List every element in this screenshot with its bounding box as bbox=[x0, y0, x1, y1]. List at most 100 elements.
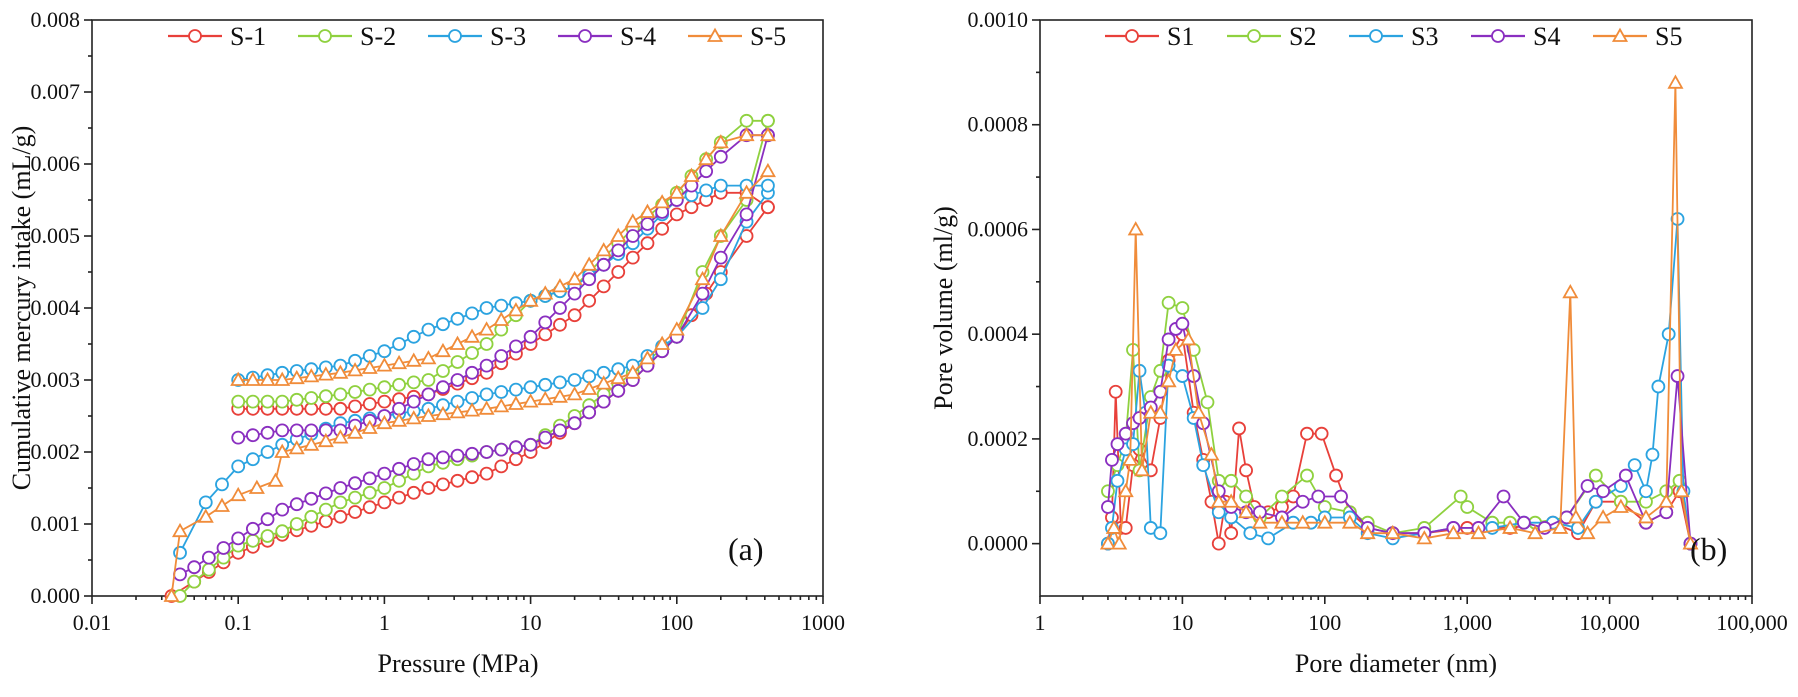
data-point bbox=[406, 457, 421, 471]
data-point bbox=[434, 405, 451, 421]
data-point bbox=[333, 495, 348, 510]
data-point bbox=[362, 397, 377, 411]
data-point bbox=[260, 529, 275, 543]
data-point bbox=[450, 373, 465, 387]
data-point bbox=[259, 371, 276, 386]
data-point bbox=[578, 29, 592, 43]
data-point bbox=[537, 285, 554, 300]
data-point bbox=[1275, 489, 1289, 504]
data-point bbox=[596, 279, 611, 294]
data-point bbox=[494, 385, 509, 399]
a-ytick-label: 0.002 bbox=[31, 439, 81, 464]
data-point bbox=[465, 391, 479, 405]
data-point bbox=[624, 364, 641, 379]
data-point bbox=[1223, 493, 1240, 508]
a-series-s-4 bbox=[173, 128, 775, 582]
data-point bbox=[1445, 524, 1462, 540]
data-point bbox=[522, 393, 539, 408]
data-point bbox=[712, 134, 729, 149]
data-point bbox=[405, 410, 422, 425]
data-point bbox=[1196, 458, 1211, 472]
data-point bbox=[1670, 369, 1685, 383]
data-point bbox=[551, 278, 568, 293]
data-point bbox=[1384, 524, 1401, 540]
data-point bbox=[1596, 484, 1610, 499]
data-point bbox=[231, 394, 246, 409]
data-point bbox=[288, 369, 305, 385]
data-point bbox=[1152, 404, 1169, 419]
data-point bbox=[377, 495, 392, 510]
a-ytick-label: 0.005 bbox=[31, 223, 81, 248]
data-point bbox=[245, 394, 260, 409]
data-point bbox=[668, 184, 685, 199]
data-point bbox=[1311, 489, 1326, 504]
data-point bbox=[362, 382, 377, 397]
data-point bbox=[581, 380, 598, 395]
data-point bbox=[699, 164, 714, 179]
data-point bbox=[1659, 505, 1674, 520]
data-point bbox=[1127, 221, 1144, 236]
data-point bbox=[611, 243, 626, 258]
b-xtick-label: 10,000 bbox=[1579, 610, 1640, 635]
data-point bbox=[245, 533, 260, 548]
data-point bbox=[377, 394, 392, 409]
data-point bbox=[739, 113, 754, 128]
a-legend-item-s-5: S-5 bbox=[688, 22, 786, 51]
data-point bbox=[610, 227, 627, 242]
data-point bbox=[304, 509, 319, 524]
data-point bbox=[465, 306, 479, 321]
data-point bbox=[713, 149, 728, 164]
data-point bbox=[567, 308, 582, 323]
data-point bbox=[713, 250, 728, 265]
data-point bbox=[1667, 74, 1684, 89]
y-axis-title-a: Cumulative mercury intake (mL/g) bbox=[7, 126, 36, 491]
data-point bbox=[1101, 484, 1115, 499]
data-point bbox=[434, 342, 451, 358]
data-point bbox=[654, 335, 671, 350]
data-point bbox=[245, 428, 260, 443]
data-point bbox=[421, 322, 436, 337]
a-legend-item-s-2: S-2 bbox=[298, 22, 396, 51]
data-point bbox=[304, 423, 319, 438]
a-ytick-label: 0.001 bbox=[31, 511, 81, 536]
data-point bbox=[317, 366, 334, 381]
data-point bbox=[553, 317, 567, 332]
data-point bbox=[509, 382, 523, 397]
data-point bbox=[187, 560, 202, 575]
data-point bbox=[377, 380, 392, 395]
data-point bbox=[275, 524, 290, 539]
data-point bbox=[391, 354, 408, 370]
data-point bbox=[1125, 29, 1139, 43]
data-point bbox=[1105, 519, 1122, 534]
data-point bbox=[348, 476, 362, 491]
data-point bbox=[683, 167, 700, 182]
data-point bbox=[392, 490, 406, 505]
data-point bbox=[260, 394, 275, 409]
y-axis-title-b: Pore volume (ml/g) bbox=[929, 206, 958, 410]
data-point bbox=[551, 388, 568, 403]
data-point bbox=[198, 495, 213, 510]
a-xtick-label: 1 bbox=[379, 610, 390, 635]
data-point bbox=[1200, 395, 1215, 410]
data-point bbox=[494, 349, 509, 363]
data-point bbox=[201, 550, 216, 565]
data-point bbox=[761, 113, 775, 128]
data-point bbox=[699, 183, 714, 198]
data-point bbox=[420, 350, 437, 365]
data-point bbox=[275, 423, 290, 438]
data-point bbox=[582, 369, 597, 384]
data-point bbox=[377, 344, 392, 359]
data-point bbox=[1316, 514, 1333, 529]
data-point bbox=[420, 407, 437, 422]
data-point bbox=[640, 217, 655, 231]
data-point bbox=[553, 423, 567, 438]
data-point bbox=[695, 286, 710, 301]
data-point bbox=[581, 256, 598, 271]
data-point bbox=[317, 432, 334, 448]
data-point bbox=[318, 29, 332, 43]
data-point bbox=[713, 178, 728, 193]
a-xtick-label: 100 bbox=[660, 610, 693, 635]
data-point bbox=[1567, 509, 1584, 524]
data-point bbox=[567, 373, 582, 387]
data-point bbox=[436, 364, 450, 378]
